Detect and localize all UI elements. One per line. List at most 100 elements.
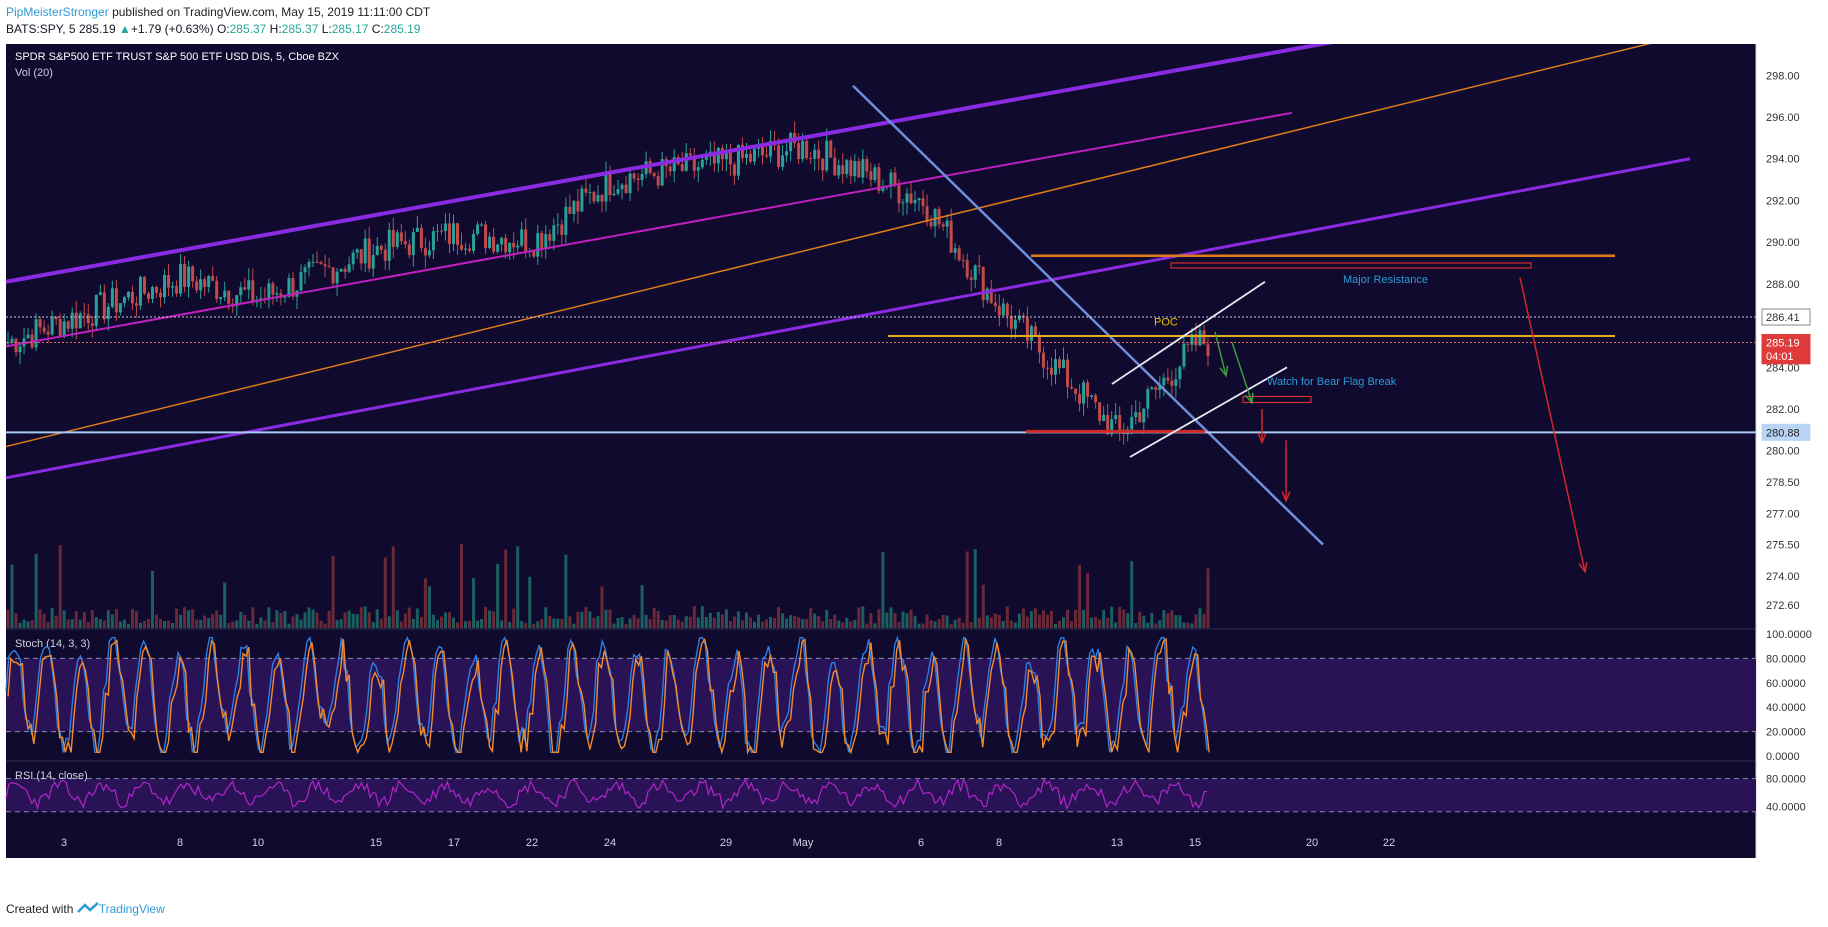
author-link[interactable]: PipMeisterStronger [6, 5, 109, 19]
candle-body [889, 172, 893, 187]
volume-bar [1070, 621, 1074, 628]
candle-body [905, 193, 909, 203]
chart-canvas[interactable]: Major Resistance POC Watch for Bear Flag B… [0, 44, 1828, 900]
candle-body [1170, 380, 1174, 386]
volume-bar [46, 622, 50, 628]
volume-bar [371, 622, 375, 628]
candle-body [1045, 367, 1049, 369]
candle-body [1005, 303, 1009, 316]
candle-body [435, 230, 439, 232]
candle-body [150, 286, 154, 299]
candle-body [801, 140, 805, 160]
stoch-tick-label: 60.0000 [1766, 678, 1806, 690]
price-tick-label: 272.60 [1766, 600, 1800, 612]
candle-body [684, 153, 688, 171]
volume-bar [1009, 620, 1013, 628]
volume-bar [343, 612, 347, 628]
volume-bar [227, 623, 231, 628]
volume-bar [684, 616, 688, 628]
volume-bar [439, 616, 443, 628]
volume-bar [1029, 610, 1033, 628]
stoch-tick-label: 20.0000 [1766, 727, 1806, 739]
volume-bar [676, 619, 680, 628]
volume-bar [395, 610, 399, 628]
candle-body [187, 266, 191, 288]
published-text: published on TradingView.com, May 15, 20… [112, 5, 431, 19]
candle-body [572, 201, 576, 214]
candle-body [476, 224, 480, 234]
green-arrow-head [1244, 392, 1254, 405]
volume-bar [167, 620, 171, 628]
candle-body [977, 265, 981, 267]
volume-bar [889, 607, 893, 628]
volume-bar [347, 610, 351, 628]
candle-body [656, 176, 660, 186]
candle-body [415, 227, 419, 232]
volume-bar [833, 614, 837, 628]
candle-body [484, 224, 488, 249]
volume-bar [620, 617, 624, 628]
tradingview-brand[interactable]: TradingView [98, 902, 165, 916]
candle-body [769, 140, 773, 157]
volume-bar [323, 623, 327, 628]
price-badge-label: 04:01 [1766, 351, 1794, 363]
candle-body [660, 159, 664, 186]
volume-bar [1130, 561, 1134, 628]
candle-body [1090, 395, 1094, 397]
candle-body [251, 280, 255, 303]
candle-body [1098, 402, 1102, 421]
volume-bar [1013, 622, 1017, 628]
candle-body [154, 286, 159, 293]
volume-bar [596, 616, 600, 628]
volume-bar [142, 620, 146, 628]
volume-bars [6, 544, 1210, 628]
candle-body [588, 192, 592, 194]
volume-bar [18, 622, 22, 628]
candle-body [548, 234, 552, 241]
volume-bar [403, 613, 407, 628]
volume-bar [1049, 610, 1053, 628]
candle-body [688, 153, 692, 156]
volume-bar [307, 607, 311, 628]
volume-bar [977, 618, 981, 628]
candle-body [138, 276, 142, 306]
price-tick-label: 292.00 [1766, 195, 1800, 207]
volume-bar [1182, 622, 1186, 628]
candle-body [869, 171, 873, 180]
volume-bar [869, 613, 873, 628]
volume-bar [756, 614, 761, 628]
time-tick-label: 20 [1306, 837, 1318, 849]
candle-body [1074, 388, 1078, 394]
rsi-label: RSI (14, close) [15, 770, 88, 782]
volume-bar [247, 620, 251, 628]
volume-bar [195, 619, 199, 628]
purple-channel-upper [5, 44, 1334, 284]
high-label: H: [269, 22, 282, 36]
volume-bar [1198, 608, 1202, 628]
volume-bar [556, 618, 560, 628]
candle-body [1066, 359, 1070, 387]
candle-body [1130, 417, 1134, 430]
candle-body [640, 173, 644, 180]
volume-bar [1118, 606, 1122, 628]
volume-bar [937, 619, 941, 628]
volume-bar [126, 623, 130, 628]
volume-bar [817, 615, 821, 628]
volume-bar [243, 614, 247, 628]
volume-bar [1025, 616, 1029, 628]
candle-body [395, 232, 399, 247]
volume-bar [588, 611, 592, 628]
candle-body [568, 206, 572, 214]
candle-body [50, 316, 54, 335]
volume-bar [781, 613, 785, 628]
candle-body [552, 225, 556, 241]
candle-body [1086, 382, 1090, 397]
candle-body [909, 193, 913, 204]
candle-body [319, 262, 323, 265]
candle-body [1194, 334, 1198, 346]
volume-bar [740, 620, 744, 628]
candle-body [464, 248, 468, 250]
volume-bar [821, 621, 825, 628]
volume-bar [203, 615, 207, 628]
volume-bar [933, 621, 937, 628]
